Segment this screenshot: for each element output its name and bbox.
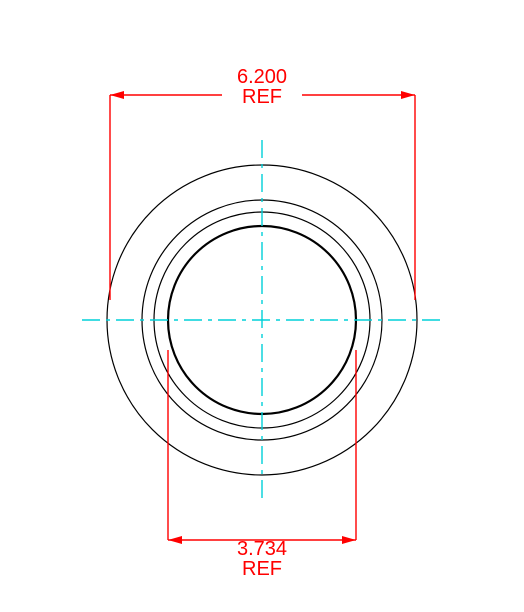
dim-lower-ref: REF [242,558,282,580]
dim-lower-value: 3.734 [237,538,287,560]
dim-upper-ref: REF [242,86,282,108]
dim-upper-arrow-left [110,91,124,99]
dim-lower-arrow-left [168,536,182,544]
dim-upper-value: 6.200 [237,66,287,88]
engineering-drawing: 6.200REF3.734REF [0,0,524,612]
dim-lower-arrow-right [342,536,356,544]
dim-upper-arrow-right [401,91,415,99]
